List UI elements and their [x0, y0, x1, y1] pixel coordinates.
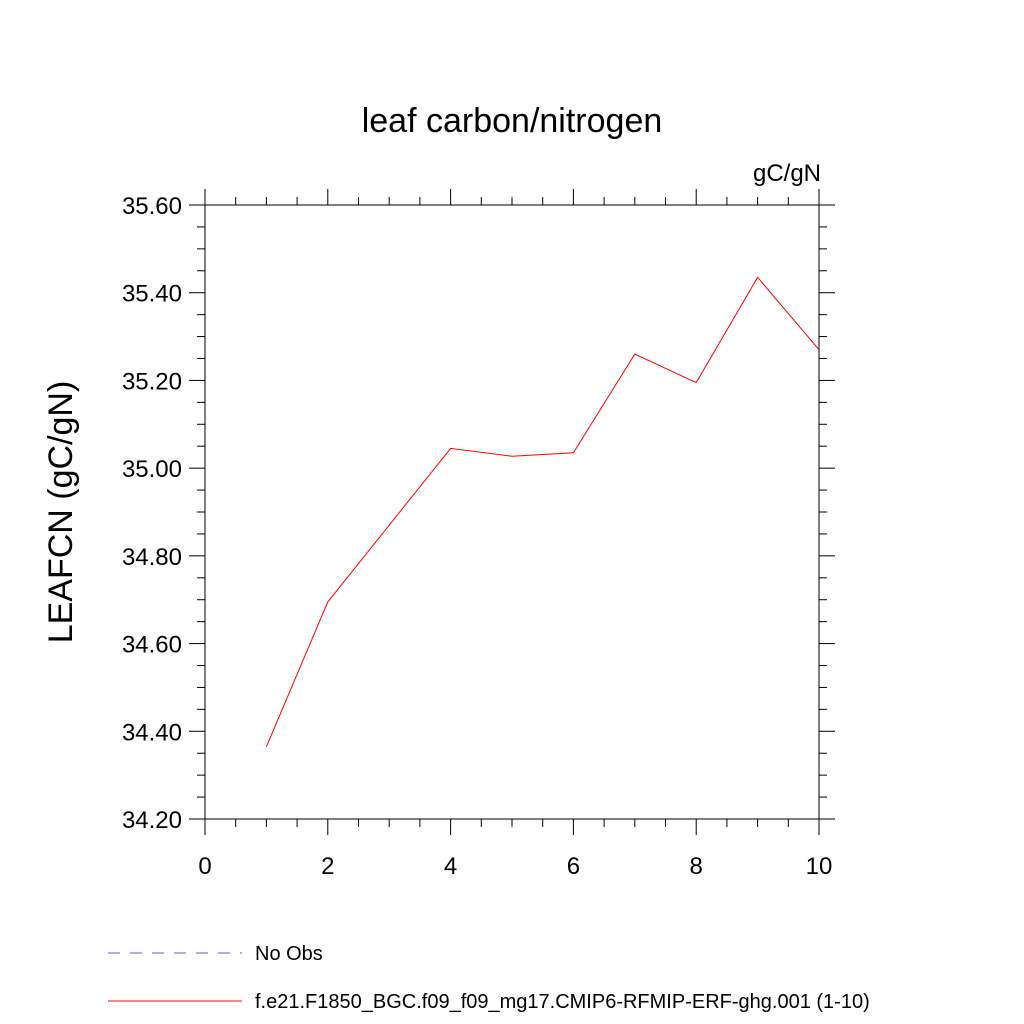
- major-ticks: [189, 189, 835, 835]
- minor-ticks: [197, 197, 827, 827]
- x-tick-label: 0: [198, 853, 211, 880]
- y-tick-label: 35.60: [122, 193, 182, 220]
- legend-label-model: f.e21.F1850_BGC.f09_f09_mg17.CMIP6-RFMIP…: [255, 991, 870, 1013]
- x-tick-label: 2: [321, 853, 334, 880]
- x-tick-label: 8: [690, 853, 703, 880]
- legend: No Obs f.e21.F1850_BGC.f09_f09_mg17.CMIP…: [108, 943, 870, 1013]
- y-tick-labels: 34.20 34.40 34.60 34.80 35.00 35.20 35.40 35.60: [122, 193, 182, 834]
- x-tick-label: 4: [444, 853, 457, 880]
- plot-frame: [204, 204, 820, 820]
- chart-title: leaf carbon/nitrogen: [362, 102, 663, 140]
- y-tick-label: 34.80: [122, 544, 182, 571]
- x-tick-label: 6: [567, 853, 580, 880]
- units-label: gC/gN: [753, 160, 821, 187]
- legend-label-no-obs: No Obs: [255, 943, 323, 965]
- x-tick-labels: 0 2 4 6 8 10: [198, 853, 832, 880]
- series-layer: [265, 276, 820, 747]
- y-tick-label: 34.20: [122, 807, 182, 834]
- y-tick-label: 34.60: [122, 632, 182, 659]
- y-tick-label: 35.40: [122, 281, 182, 308]
- series-line-0: [265, 276, 820, 747]
- y-tick-label: 34.40: [122, 719, 182, 746]
- x-tick-label: 10: [806, 853, 833, 880]
- y-axis-label: LEAFCN (gC/gN): [42, 381, 80, 644]
- y-tick-label: 35.00: [122, 456, 182, 483]
- y-tick-label: 35.20: [122, 368, 182, 395]
